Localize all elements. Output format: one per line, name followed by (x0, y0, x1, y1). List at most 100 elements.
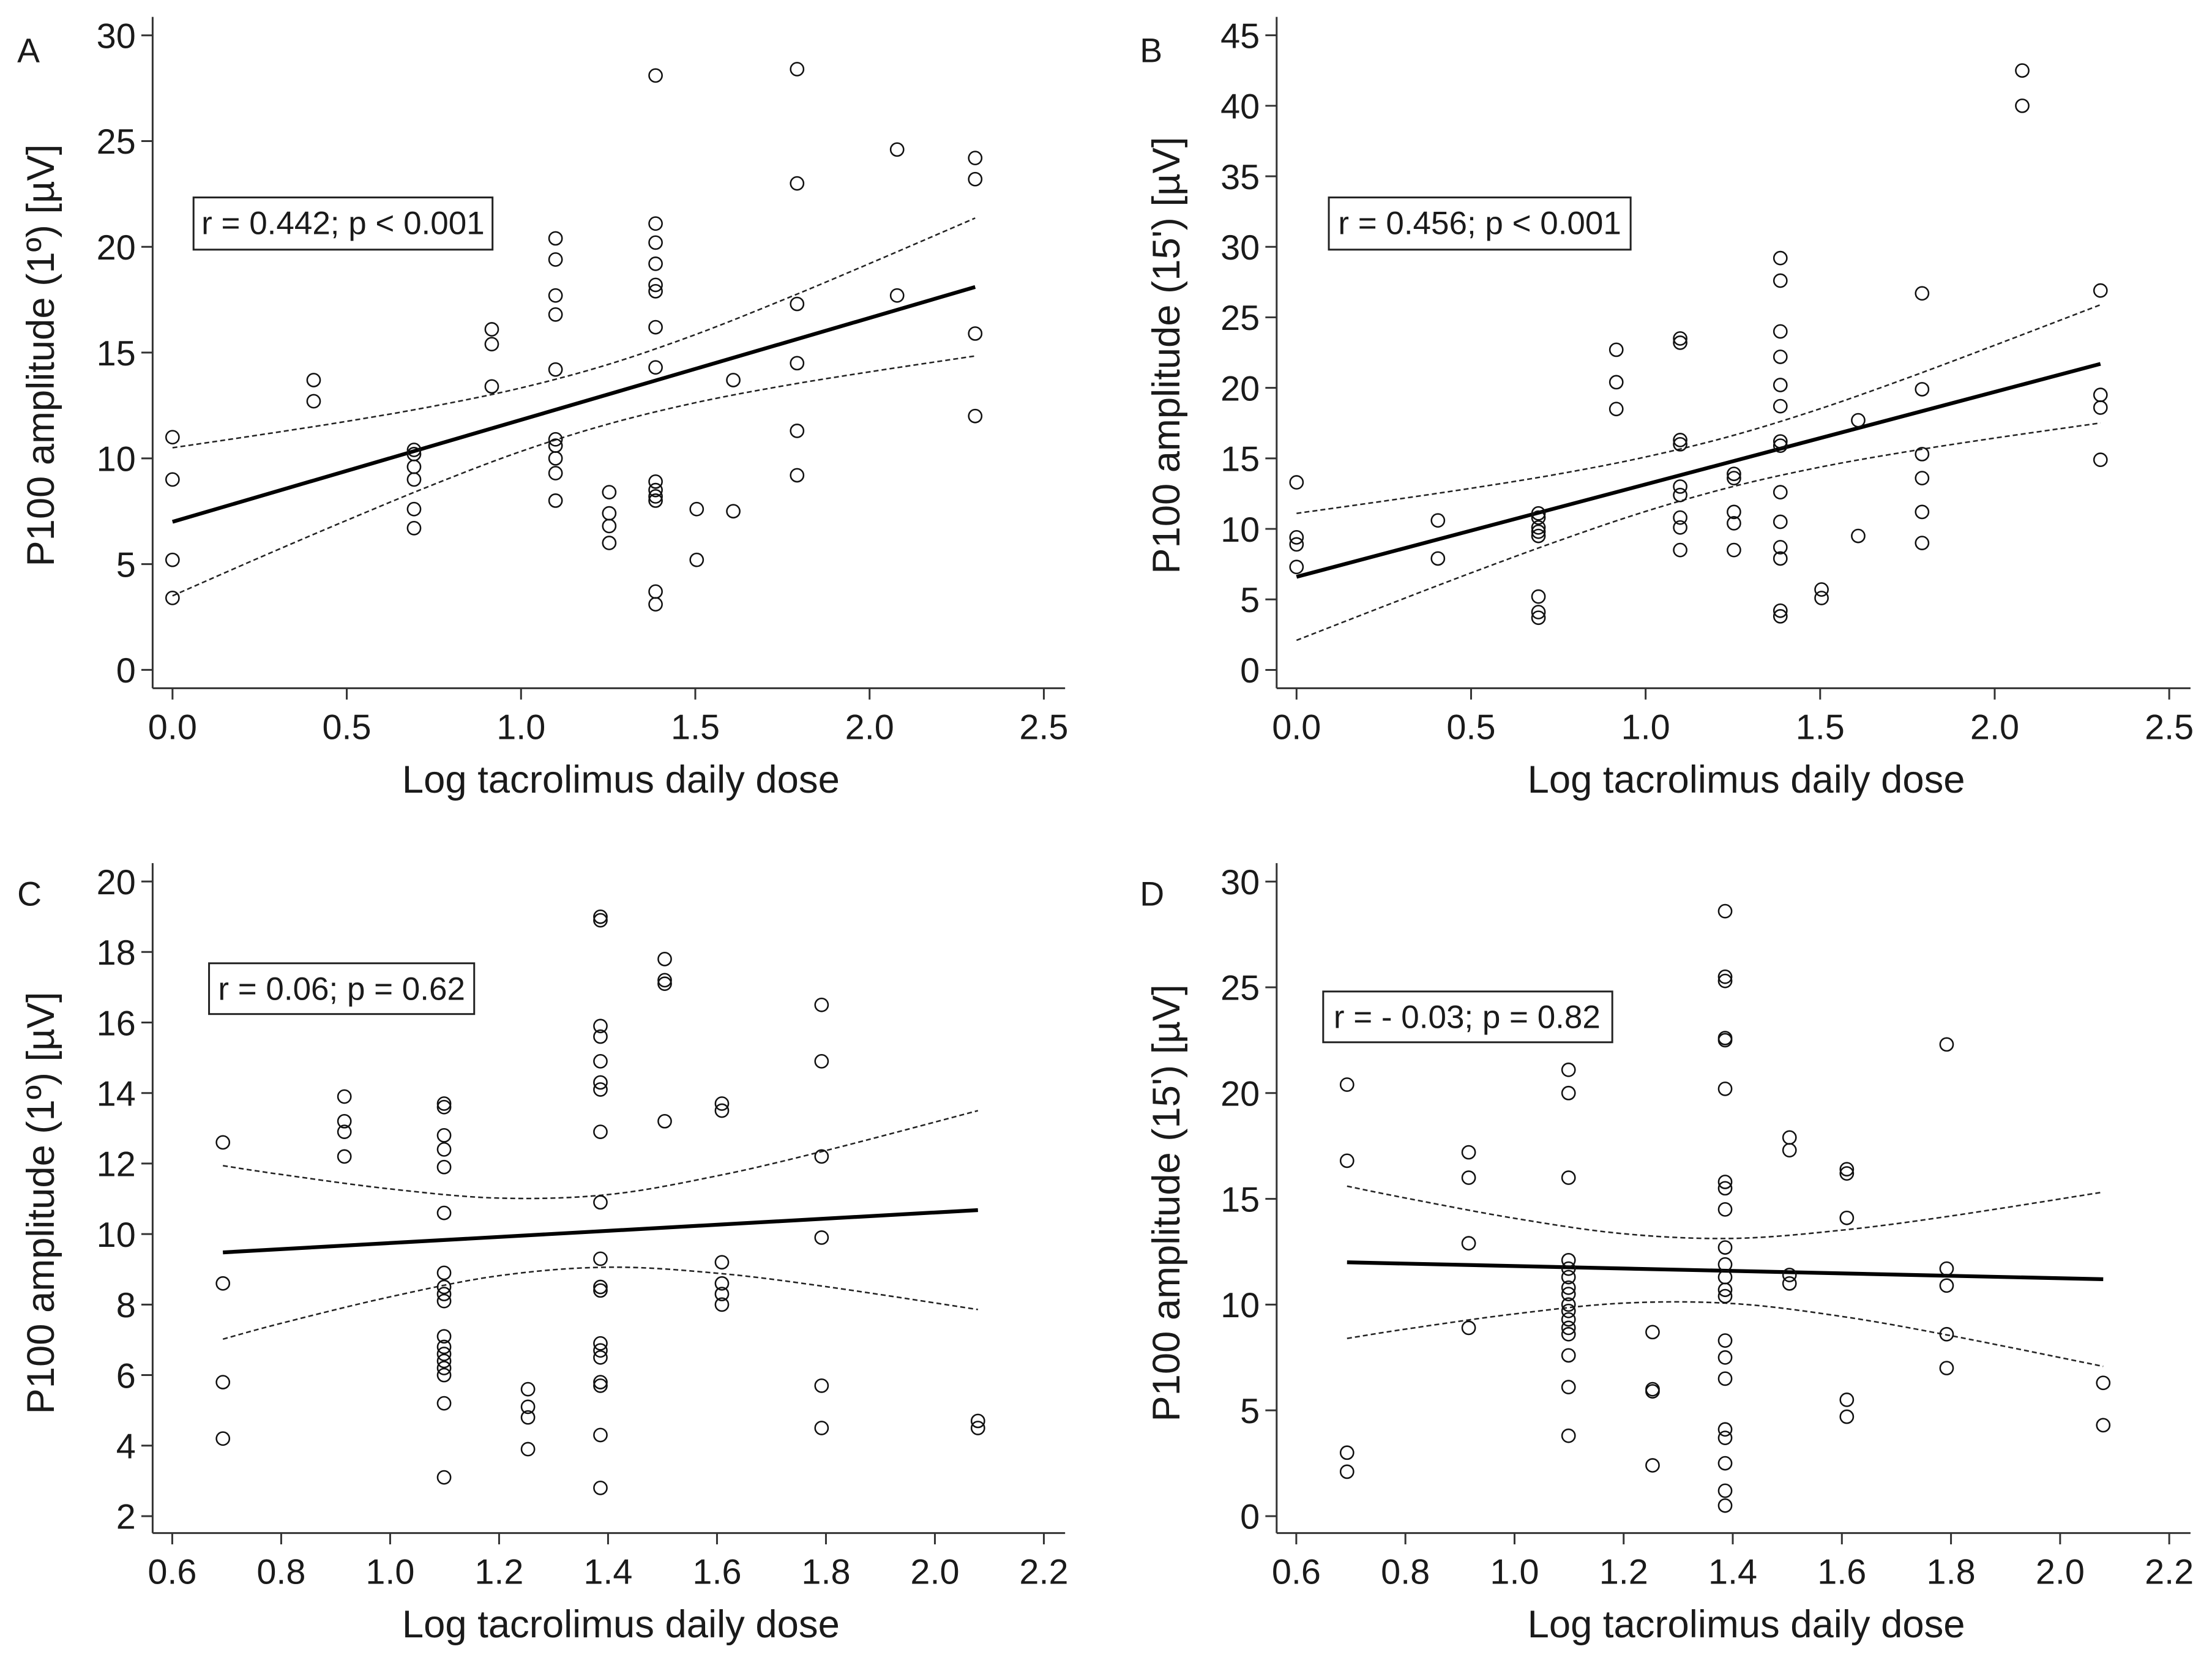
data-point (1531, 520, 1546, 535)
x-tick-label: 2.0 (2036, 1553, 2085, 1592)
data-point (2093, 400, 2108, 415)
data-point (657, 976, 672, 992)
data-point (1727, 471, 1741, 485)
data-point (215, 1431, 231, 1446)
data-point (593, 1350, 608, 1365)
data-point (968, 326, 983, 341)
data-point (593, 913, 608, 928)
data-point (714, 1287, 730, 1301)
data-point (1289, 475, 1304, 490)
data-point (889, 288, 905, 303)
stat-annotation-box: r = 0.442; p < 0.001 (192, 196, 494, 251)
y-tick-label: 5 (1240, 581, 1260, 620)
data-point (1561, 1261, 1576, 1276)
y-tick-label: 4 (116, 1427, 136, 1467)
data-point (593, 1481, 608, 1495)
data-point (436, 1279, 452, 1295)
data-point (1531, 510, 1546, 525)
x-tick-label: 2.2 (2145, 1553, 2194, 1592)
x-tick-label: 2.0 (845, 708, 894, 747)
ci-lower-line (222, 1266, 978, 1340)
data-point (1561, 1252, 1576, 1268)
x-tick-label: 0.8 (256, 1553, 305, 1592)
data-point (648, 597, 663, 612)
y-tick-label: 15 (1220, 440, 1260, 479)
y-tick-label: 16 (97, 1004, 136, 1043)
data-point (1915, 471, 1930, 485)
y-tick-label: 15 (1220, 1180, 1260, 1219)
data-point (548, 451, 563, 466)
x-tick-label: 1.8 (1927, 1553, 1976, 1592)
data-point (1561, 1303, 1576, 1318)
data-point (648, 68, 663, 83)
data-point (436, 1127, 452, 1143)
data-point (436, 1205, 452, 1221)
data-point (1717, 1483, 1733, 1498)
data-point (790, 176, 805, 191)
data-point (436, 1293, 452, 1309)
data-point (1839, 1409, 1855, 1424)
data-point (436, 1265, 452, 1281)
data-point (1782, 1143, 1797, 1157)
y-tick-label: 10 (1220, 1286, 1260, 1325)
data-point (1773, 350, 1788, 364)
data-point (714, 1103, 730, 1118)
data-point (548, 307, 563, 322)
data-point (484, 379, 499, 394)
data-point (1461, 1320, 1476, 1336)
x-tick-label: 1.0 (365, 1553, 414, 1592)
data-point (1782, 1276, 1797, 1291)
data-point (436, 1159, 452, 1175)
stat-annotation-box: r = 0.06; p = 0.62 (208, 962, 476, 1015)
data-point (593, 1427, 608, 1443)
panel-d: D P100 amplitude (15') [µV] Log tacrolim… (1140, 863, 2194, 1646)
data-point (726, 504, 741, 519)
y-tick-label: 45 (1220, 17, 1260, 56)
x-axis-title: Log tacrolimus daily dose (1528, 1603, 1965, 1646)
data-point (1782, 1130, 1797, 1145)
data-point (1673, 487, 1687, 503)
data-point (1915, 504, 1930, 520)
data-point (436, 1347, 452, 1361)
data-point (1339, 1153, 1354, 1168)
ci-upper-line (223, 1110, 979, 1200)
data-point (2093, 387, 2108, 403)
panel-letter: C (17, 875, 42, 913)
data-point (1773, 250, 1788, 266)
data-point (648, 493, 663, 508)
data-point (1561, 1348, 1576, 1363)
data-point (714, 1255, 730, 1270)
data-point (1915, 536, 1930, 550)
data-point (520, 1410, 536, 1425)
stat-annotation-box: r = - 0.03; p = 0.82 (1322, 990, 1613, 1044)
data-point (1717, 1181, 1733, 1196)
y-tick-label: 20 (97, 228, 136, 267)
data-point (970, 1413, 985, 1429)
data-point (714, 1297, 730, 1312)
stat-box-frame (208, 962, 476, 1015)
y-tick-label: 20 (97, 863, 136, 902)
y-tick-label: 6 (116, 1356, 136, 1396)
y-tick-label: 2 (116, 1498, 136, 1537)
data-point (1561, 1380, 1576, 1395)
y-tick-label: 0 (1240, 651, 1260, 690)
data-point (2093, 283, 2108, 298)
data-point (436, 1396, 452, 1411)
x-tick-label: 1.6 (1817, 1553, 1866, 1592)
data-point (593, 1279, 608, 1295)
data-point (1673, 479, 1687, 494)
data-point (593, 909, 608, 924)
data-point (968, 408, 983, 424)
ci-upper-line (1347, 1185, 2104, 1239)
data-point (436, 1099, 452, 1115)
data-point (889, 142, 905, 157)
y-axis-title: P100 amplitude (1º) [µV] (20, 992, 62, 1414)
data-point (814, 1054, 829, 1069)
data-point (602, 485, 617, 499)
stat-box-frame (1328, 196, 1632, 251)
data-point (436, 1287, 452, 1301)
data-point (1773, 378, 1788, 392)
data-point (726, 373, 741, 387)
data-point (1339, 1077, 1354, 1092)
data-point (1289, 537, 1304, 552)
